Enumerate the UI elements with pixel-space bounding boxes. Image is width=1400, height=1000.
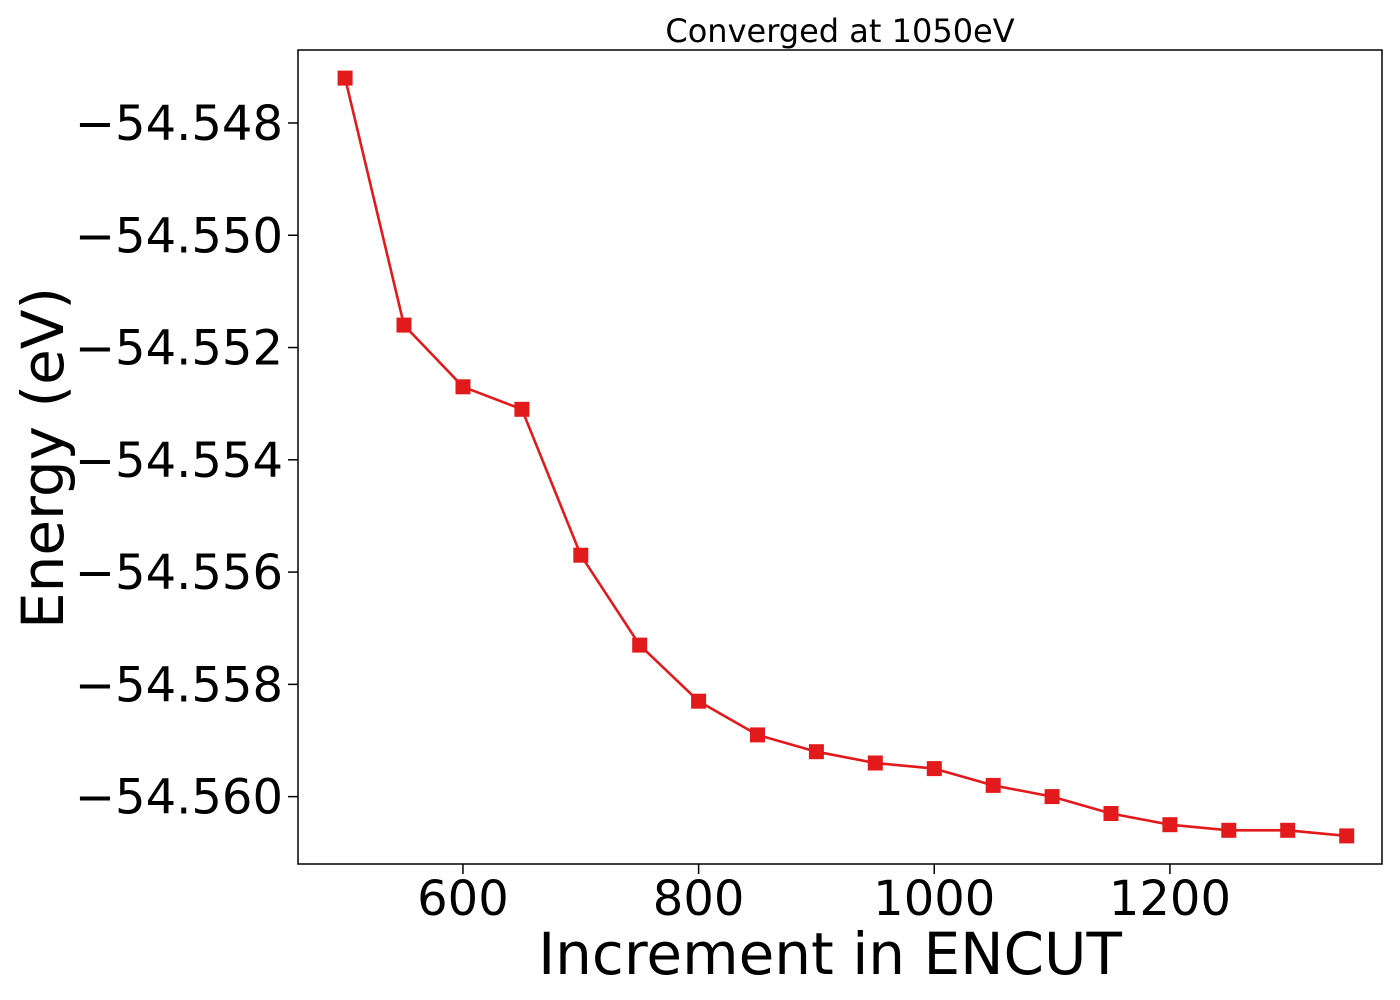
x-tick-label: 1000 bbox=[873, 871, 995, 927]
data-point bbox=[867, 755, 883, 771]
data-point bbox=[396, 317, 412, 333]
axis-ticks: 600 800 1000 1200 −54.548 −54.550 −54.552 −54.5… bbox=[75, 96, 1231, 927]
y-tick-label: −54.558 bbox=[75, 657, 283, 713]
y-tick-label: −54.548 bbox=[75, 96, 283, 152]
data-point bbox=[455, 379, 471, 395]
data-point bbox=[1280, 822, 1296, 838]
data-point bbox=[337, 70, 353, 86]
x-tick-label: 1200 bbox=[1109, 871, 1231, 927]
data-point bbox=[750, 727, 765, 743]
data-point bbox=[632, 637, 648, 653]
x-tick-label: 800 bbox=[653, 871, 745, 927]
chart-title: Converged at 1050eV bbox=[665, 12, 1014, 50]
data-point bbox=[926, 761, 942, 777]
plot-frame bbox=[297, 49, 1383, 865]
x-axis-label: Increment in ENCUT bbox=[538, 920, 1122, 988]
y-tick-label: −54.560 bbox=[75, 770, 283, 826]
y-tick-label: −54.554 bbox=[75, 433, 283, 489]
data-point bbox=[514, 401, 530, 417]
y-tick-label: −54.552 bbox=[75, 321, 283, 377]
series-line bbox=[343, 77, 1347, 838]
data-point bbox=[1103, 806, 1119, 821]
plot-area bbox=[337, 70, 1355, 844]
data-point bbox=[1339, 828, 1355, 844]
data-point bbox=[691, 693, 707, 709]
data-point bbox=[573, 547, 589, 563]
y-tick-label: −54.550 bbox=[75, 208, 283, 264]
y-axis-label: Energy (eV) bbox=[9, 287, 77, 629]
data-point bbox=[1221, 822, 1237, 838]
y-tick-label: −54.556 bbox=[75, 545, 283, 601]
data-point bbox=[808, 744, 824, 760]
data-point bbox=[1162, 817, 1178, 833]
x-tick-label: 600 bbox=[417, 871, 509, 927]
data-point bbox=[1044, 789, 1060, 805]
data-point bbox=[985, 777, 1001, 793]
